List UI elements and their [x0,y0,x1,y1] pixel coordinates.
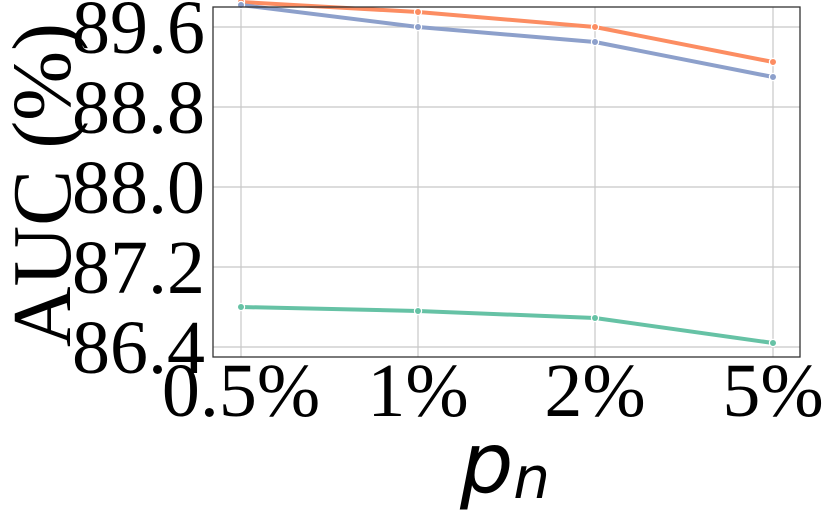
series-layer [236,0,778,348]
data-point [413,22,423,32]
x-tick-label: 1% [367,349,468,433]
data-point [768,338,778,348]
series [236,302,778,348]
data-point [236,302,246,312]
x-axis-title-main: p [459,414,513,510]
data-point [768,57,778,67]
y-tick-label: 88.8 [72,66,205,150]
x-axis-title: pn [459,414,550,510]
plot-frame [212,6,801,358]
series-line [239,305,775,345]
x-tick-label: 5% [722,349,823,433]
data-point [590,37,600,47]
series-line [239,0,775,64]
x-tick-labels: 0.5% 1% 2% 5% [162,349,824,433]
x-axis-title-subscript: n [513,444,550,510]
data-point [768,72,778,82]
data-point [590,22,600,32]
data-point [413,7,423,17]
data-point [590,313,600,323]
data-point [413,306,423,316]
y-tick-label: 86.4 [72,306,205,390]
grid-lines [213,7,800,357]
y-tick-label: 89.6 [72,0,205,70]
series [236,0,778,82]
y-tick-label: 87.2 [72,226,205,310]
y-tick-label: 88.0 [72,146,205,230]
x-tick-label: 0.5% [162,349,320,433]
series-line [239,3,775,79]
y-tick-labels: 86.487.288.088.889.6 [72,0,205,390]
y-axis-title: AUC (%) [0,23,89,347]
x-tick-label: 2% [544,349,645,433]
